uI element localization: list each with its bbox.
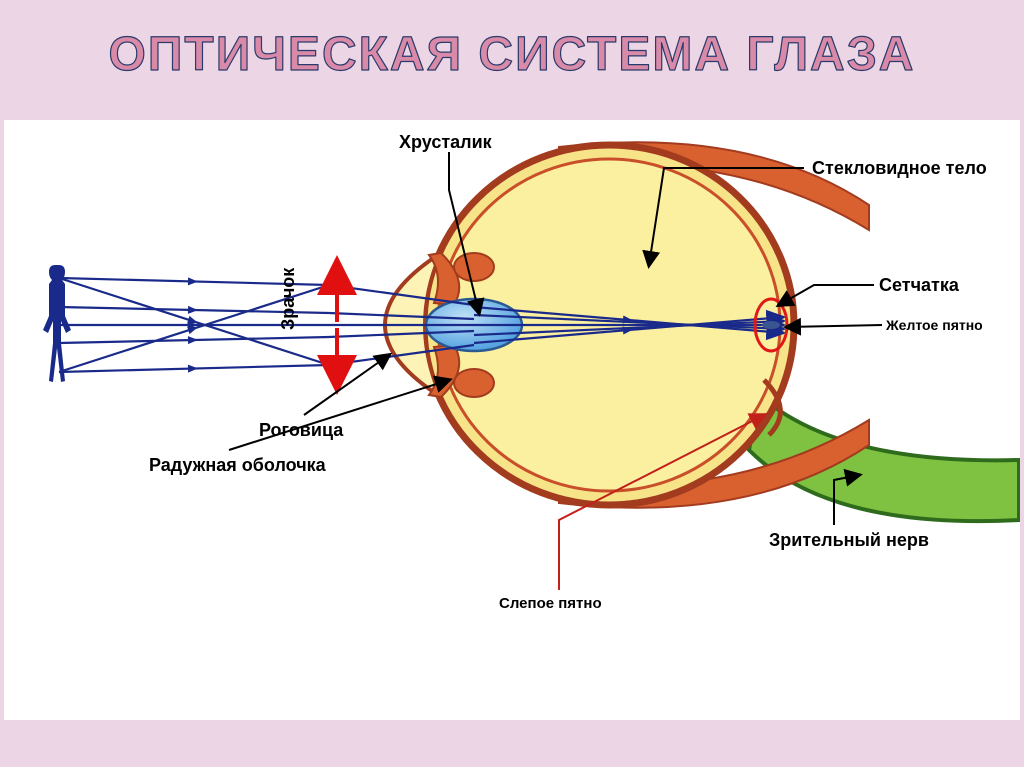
page-title: ОПТИЧЕСКАЯ СИСТЕМА ГЛАЗА [62, 20, 962, 90]
label-retina: Сетчатка [879, 275, 959, 296]
label-yellow-spot: Желтое пятно [886, 317, 983, 333]
label-cornea: Роговица [259, 420, 343, 441]
label-lens: Хрусталик [399, 132, 492, 153]
page: ОПТИЧЕСКАЯ СИСТЕМА ГЛАЗА [0, 0, 1024, 767]
label-pupil: Зрачок [278, 267, 298, 330]
diagram-area: Зрачок Хрусталик Стекловидное тело Сетча… [4, 120, 1020, 720]
label-optic-nerve: Зрительный нерв [769, 530, 929, 551]
label-vitreous: Стекловидное тело [812, 158, 987, 179]
title-svg: ОПТИЧЕСКАЯ СИСТЕМА ГЛАЗА [62, 20, 962, 90]
label-iris: Радужная оболочка [149, 455, 326, 476]
eye-diagram-svg: Зрачок [4, 120, 1020, 720]
svg-text:ОПТИЧЕСКАЯ СИСТЕМА ГЛАЗА: ОПТИЧЕСКАЯ СИСТЕМА ГЛАЗА [109, 28, 916, 81]
label-blind-spot: Слепое пятно [499, 595, 602, 612]
person-silhouette [43, 265, 71, 382]
